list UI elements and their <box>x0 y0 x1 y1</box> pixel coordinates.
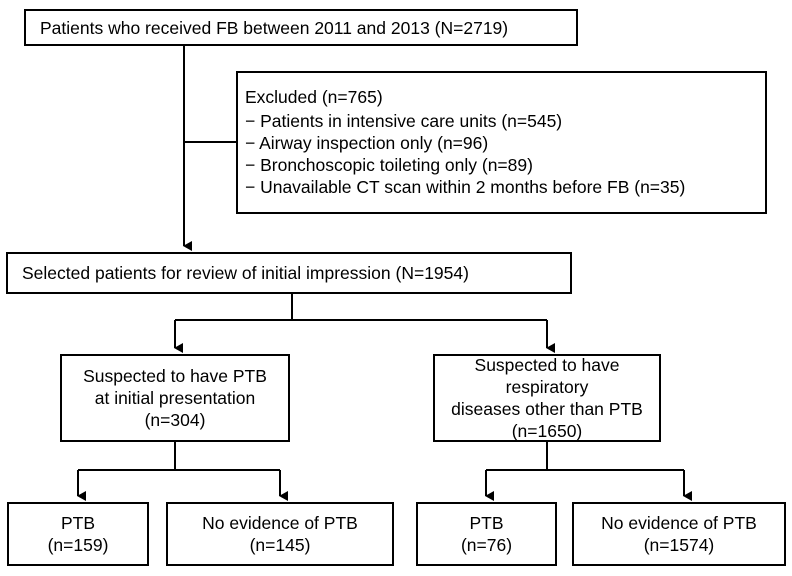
suspected-ptb-box: Suspected to have PTB at initial present… <box>60 354 290 442</box>
total-patients-text: Patients who received FB between 2011 an… <box>40 17 509 38</box>
excluded-item: − Airway inspection only (n=96) <box>245 133 489 153</box>
excluded-item: − Patients in intensive care units (n=54… <box>245 111 563 131</box>
no-ptb-outcome-box-2: No evidence of PTB (n=1574) <box>572 502 786 566</box>
excluded-box: Excluded (n=765) − Patients in intensive… <box>236 71 767 214</box>
suspected-ptb-line: at initial presentation <box>94 388 256 408</box>
ptb-outcome-count: (n=159) <box>47 535 109 555</box>
suspected-other-box: Suspected to have respiratory diseases o… <box>433 354 661 442</box>
excluded-title: Excluded (n=765) <box>245 87 383 107</box>
ptb-outcome-count: (n=76) <box>460 535 513 555</box>
ptb-outcome-box-1: PTB (n=159) <box>7 502 149 566</box>
suspected-ptb-count: (n=304) <box>144 410 206 430</box>
suspected-other-line: Suspected to have respiratory <box>474 355 620 397</box>
selected-patients-text: Selected patients for review of initial … <box>22 263 469 283</box>
ptb-outcome-label: PTB <box>469 513 504 533</box>
ptb-outcome-label: PTB <box>60 513 96 533</box>
no-ptb-outcome-count: (n=1574) <box>643 535 715 555</box>
ptb-outcome-box-2: PTB (n=76) <box>416 502 557 566</box>
no-ptb-outcome-count: (n=145) <box>249 535 311 555</box>
total-patients-box: Patients who received FB between 2011 an… <box>24 9 578 46</box>
no-ptb-outcome-label: No evidence of PTB <box>601 513 757 533</box>
suspected-other-line: diseases other than PTB <box>451 399 643 419</box>
excluded-item: − Bronchoscopic toileting only (n=89) <box>245 155 533 175</box>
selected-patients-box: Selected patients for review of initial … <box>6 252 572 294</box>
no-ptb-outcome-box-1: No evidence of PTB (n=145) <box>166 502 394 566</box>
no-ptb-outcome-label: No evidence of PTB <box>202 513 358 533</box>
excluded-item: − Unavailable CT scan within 2 months be… <box>245 177 686 197</box>
suspected-other-count: (n=1650) <box>511 421 583 441</box>
suspected-ptb-line: Suspected to have PTB <box>83 366 267 386</box>
excluded-list: − Patients in intensive care units (n=54… <box>245 110 765 198</box>
